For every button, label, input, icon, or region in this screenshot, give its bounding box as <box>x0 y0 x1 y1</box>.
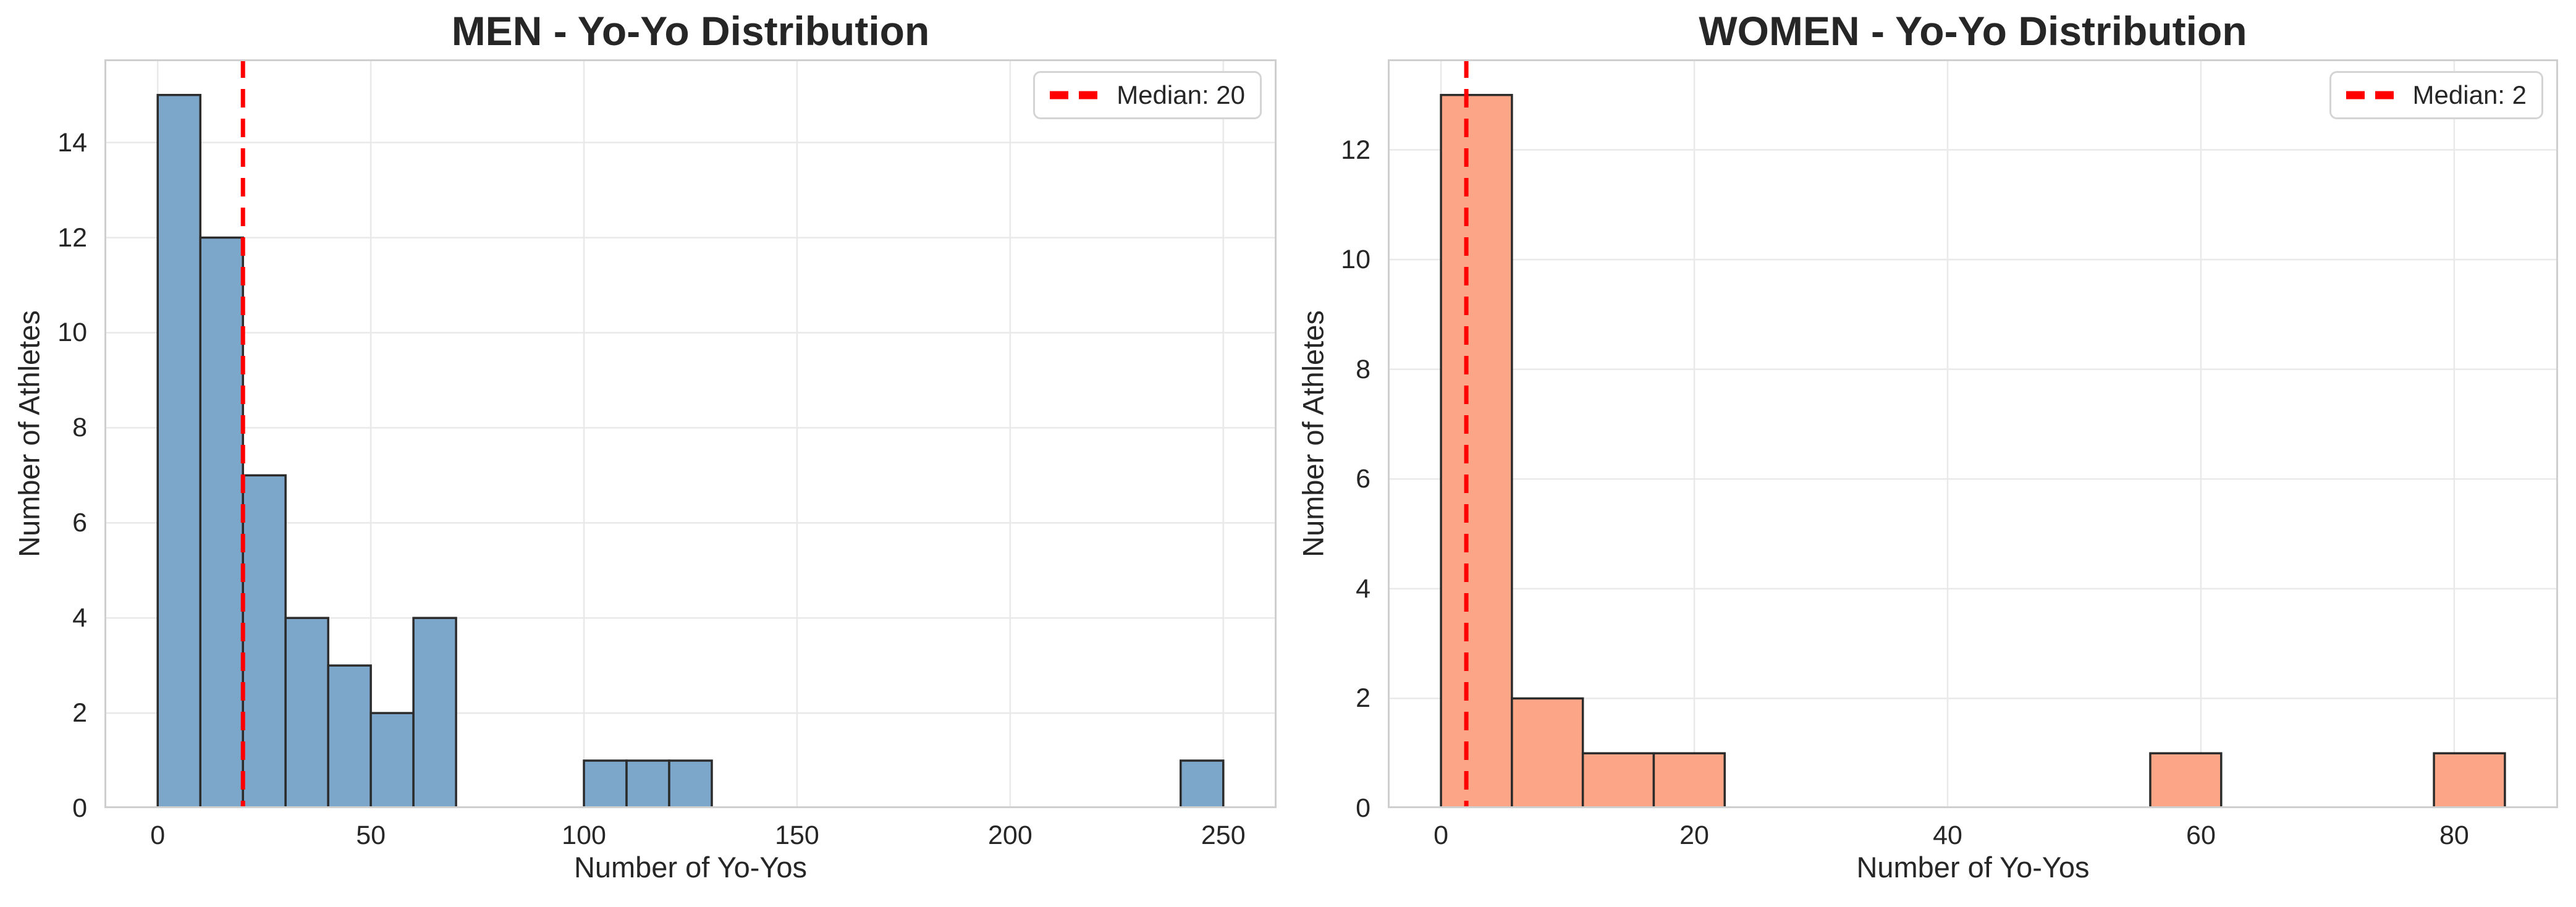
x-tick-label: 20 <box>1679 821 1709 850</box>
histogram-bar <box>668 759 713 808</box>
y-axis-label-text: Number of Athletes <box>1296 310 1330 557</box>
histogram-bar <box>199 236 244 808</box>
histogram-bar <box>583 759 628 808</box>
legend-label-women: Median: 2 <box>2412 80 2527 109</box>
histogram-bar <box>1180 759 1225 808</box>
histogram-bar <box>327 664 372 808</box>
histogram-bar <box>1511 697 1584 808</box>
x-axis-label-men: Number of Yo-Yos <box>573 851 808 884</box>
x-tick-label: 150 <box>775 821 819 850</box>
y-tick-label: 10 <box>57 318 87 348</box>
legend-men: Median: 20 <box>1033 71 1262 119</box>
histogram-bar <box>156 93 201 808</box>
histogram-bar <box>284 617 329 808</box>
x-tick-label: 0 <box>1434 821 1449 850</box>
histogram-bar <box>1652 752 1726 808</box>
legend-women: Median: 2 <box>2329 71 2543 119</box>
y-tick-label: 0 <box>1356 793 1370 823</box>
y-axis-label-text: Number of Athletes <box>12 310 46 557</box>
x-tick-label: 40 <box>1933 821 1962 850</box>
histogram-bar <box>370 712 415 808</box>
y-tick-label: 6 <box>1356 464 1370 494</box>
y-tick-label: 2 <box>1356 683 1370 714</box>
y-tick-label: 10 <box>1341 245 1370 275</box>
histogram-canvas <box>1388 59 2558 808</box>
histogram-bar <box>242 474 287 808</box>
y-tick-label: 8 <box>1356 354 1370 384</box>
histogram-bar <box>412 617 457 808</box>
x-tick-label: 80 <box>2439 821 2469 850</box>
y-tick-label: 4 <box>1356 573 1370 604</box>
x-tick-label: 0 <box>150 821 166 850</box>
histogram-bar <box>2149 752 2223 808</box>
y-tick-label: 12 <box>57 222 87 253</box>
histogram-bar <box>1440 93 1513 808</box>
y-tick-label: 2 <box>72 698 87 728</box>
y-tick-label: 8 <box>72 413 87 443</box>
plot-border <box>1388 59 2558 808</box>
median-line-sample-icon <box>1050 91 1099 99</box>
x-tick-label: 250 <box>1201 821 1246 850</box>
histogram-bar <box>625 759 670 808</box>
y-tick-label: 4 <box>72 603 87 633</box>
histogram-canvas <box>104 59 1277 808</box>
histogram-bar <box>2433 752 2506 808</box>
x-axis-label-women: Number of Yo-Yos <box>1856 851 2090 884</box>
x-tick-label: 200 <box>987 821 1033 850</box>
histogram-bar <box>1581 752 1655 808</box>
y-tick-label: 6 <box>72 508 87 538</box>
x-tick-label: 100 <box>562 821 606 850</box>
y-tick-label: 12 <box>1341 135 1370 165</box>
y-tick-label: 0 <box>72 793 87 823</box>
chart-title-women: WOMEN - Yo-Yo Distribution <box>1699 8 2247 54</box>
legend-label-men: Median: 20 <box>1117 80 1245 109</box>
x-tick-label: 60 <box>2186 821 2216 850</box>
chart-title-men: MEN - Yo-Yo Distribution <box>451 8 930 54</box>
x-tick-label: 50 <box>356 821 386 850</box>
y-tick-label: 14 <box>57 127 87 158</box>
plot-area-women: Median: 2 0 2 4 6 8 10 12 0 20 40 60 80 <box>1341 59 2558 850</box>
plot-border <box>104 59 1277 808</box>
plot-area-men: Median: 20 0 2 4 6 8 10 12 14 0 50 100 150 200 250 <box>57 59 1277 850</box>
median-line-sample-icon <box>2346 91 2394 99</box>
